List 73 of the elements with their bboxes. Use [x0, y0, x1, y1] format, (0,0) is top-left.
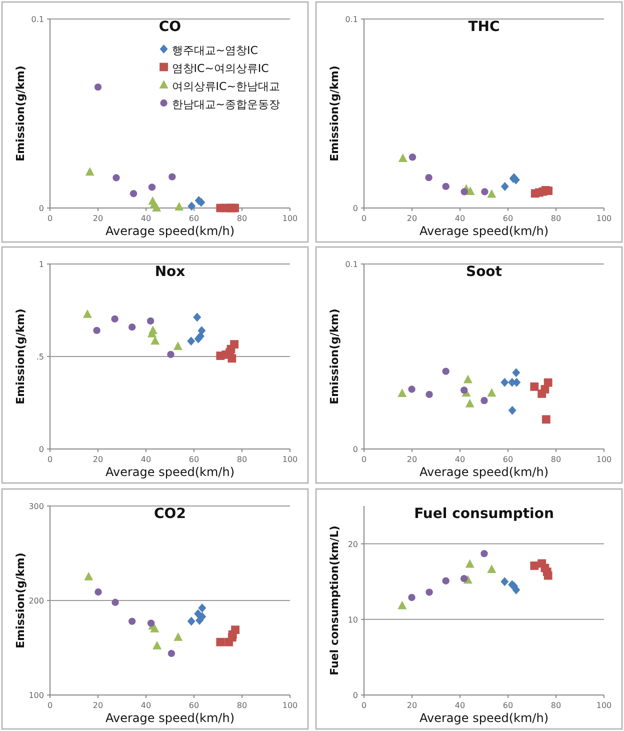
y-tick-label: 0.1 [31, 15, 44, 24]
y-tick-label: 100 [28, 691, 44, 700]
y-tick-label: 0 [38, 445, 44, 454]
x-axis-title: Average speed(km/h) [106, 465, 234, 479]
legend-label: 여의상류IC~한남대교 [172, 80, 280, 93]
x-tick-label: 80 [236, 701, 248, 710]
x-tick-label: 0 [361, 455, 367, 464]
x-tick-label: 60 [502, 701, 514, 710]
x-tick-label: 20 [406, 214, 418, 223]
chart-title: Nox [154, 264, 186, 280]
chart-title: CO2 [154, 506, 186, 522]
x-tick-label: 40 [454, 214, 466, 223]
legend-label: 한남대교~종합운동장 [172, 98, 280, 111]
x-tick-label: 20 [406, 701, 418, 710]
legend-label: 염창IC~여의상류IC [172, 62, 270, 75]
x-tick-label: 100 [596, 455, 612, 464]
x-tick-label: 100 [282, 455, 298, 464]
x-tick-label: 40 [454, 455, 466, 464]
chart-title: Soot [466, 264, 502, 280]
chart-title: CO [158, 19, 182, 35]
y-tick-label: 300 [28, 502, 44, 511]
x-tick-label: 80 [550, 455, 562, 464]
x-axis-title: Average speed(km/h) [420, 224, 548, 238]
x-tick-label: 100 [282, 214, 298, 223]
y-tick-label: 0.1 [345, 260, 358, 269]
x-tick-label: 0 [361, 214, 367, 223]
y-tick-label: 10 [348, 615, 358, 624]
x-axis-title: Average speed(km/h) [106, 224, 234, 238]
x-tick-label: 40 [140, 455, 152, 464]
y-tick-label: 0.1 [345, 15, 358, 24]
x-tick-label: 80 [236, 214, 248, 223]
x-tick-label: 60 [188, 214, 200, 223]
x-tick-label: 0 [361, 701, 367, 710]
y-axis-title: Emission(g/km) [14, 308, 27, 404]
x-axis-title: Average speed(km/h) [420, 465, 548, 479]
legend-label: 행주대교~염창IC [172, 44, 258, 57]
y-tick-label: 0 [38, 204, 44, 213]
x-tick-label: 60 [502, 455, 514, 464]
chart-title: Fuel consumption [414, 506, 554, 522]
y-tick-label: 0 [352, 445, 358, 454]
x-tick-label: 20 [92, 701, 104, 710]
x-tick-label: 100 [596, 701, 612, 710]
x-tick-label: 20 [406, 455, 418, 464]
y-axis-title: Emission(g/km) [14, 66, 27, 162]
y-axis-title: Fuel consumption(km/L) [328, 526, 341, 676]
y-axis-title: Emission(g/km) [328, 66, 341, 162]
x-tick-label: 40 [140, 701, 152, 710]
x-tick-label: 60 [502, 214, 514, 223]
y-axis-title: Emission(g/km) [14, 552, 27, 648]
x-tick-label: 100 [596, 214, 612, 223]
chart-title: THC [468, 19, 500, 35]
y-tick-label: 0 [352, 204, 358, 213]
x-tick-label: 0 [47, 214, 53, 223]
x-tick-label: 80 [550, 701, 562, 710]
x-tick-label: 80 [550, 214, 562, 223]
x-tick-label: 0 [47, 701, 53, 710]
x-tick-label: 80 [236, 455, 248, 464]
x-tick-label: 100 [282, 701, 298, 710]
x-tick-label: 60 [188, 701, 200, 710]
y-tick-label: .5 [36, 352, 44, 362]
x-tick-label: 0 [47, 455, 53, 464]
x-tick-label: 20 [92, 214, 104, 223]
x-axis-title: Average speed(km/h) [106, 711, 234, 725]
y-tick-label: 0 [352, 691, 358, 700]
x-tick-label: 20 [92, 455, 104, 464]
y-tick-label: 1 [38, 260, 44, 269]
y-tick-label: 200 [28, 596, 44, 606]
x-tick-label: 40 [454, 701, 466, 710]
x-tick-label: 40 [140, 214, 152, 223]
x-tick-label: 60 [188, 455, 200, 464]
y-tick-label: 20 [348, 540, 358, 549]
x-axis-title: Average speed(km/h) [420, 711, 548, 725]
y-axis-title: Emission(g/km) [328, 308, 341, 404]
